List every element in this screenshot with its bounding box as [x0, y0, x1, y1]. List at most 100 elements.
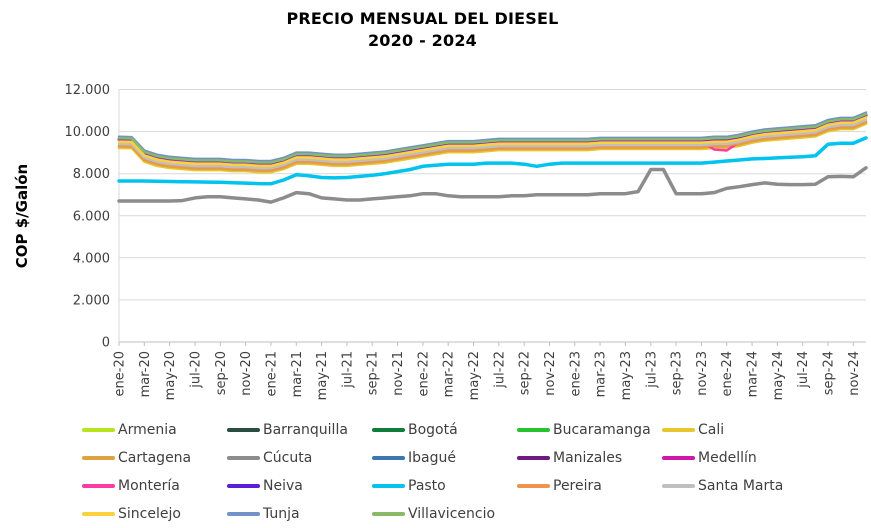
x-tick-label: mar-20	[138, 351, 153, 397]
legend-label-barranquilla: Barranquilla	[263, 422, 348, 438]
series-line-villavicencio	[117, 112, 868, 164]
legend-swatch-pereira	[517, 483, 550, 489]
legend-label-tunja: Tunja	[263, 506, 300, 522]
x-tick-label: sep-20	[214, 351, 229, 395]
legend-label-monteria: Montería	[118, 478, 180, 494]
x-tick-label: mar-22	[442, 351, 457, 397]
legend-item-cartagena: Cartagena	[82, 450, 227, 466]
diesel-price-line-chart: 0 2.000 4.000 6.000 8.000 10.000 12.000 ene-20 m…	[65, 83, 868, 400]
x-tick-label: jul-21	[340, 351, 355, 389]
legend-label-villavicencio: Villavicencio	[408, 506, 496, 522]
legend-label-medellin: Medellín	[698, 450, 757, 466]
legend-swatch-santa-marta	[662, 483, 695, 489]
legend-item-sincelejo: Sincelejo	[82, 506, 227, 522]
x-tick-label: nov-20	[239, 351, 254, 396]
y-tick-label: 4.000	[73, 251, 110, 266]
legend-swatch-bogota	[372, 427, 405, 433]
chart-title-line2: 2020 - 2024	[367, 31, 478, 50]
x-tick-label: jul-23	[644, 351, 659, 389]
legend-item-ibague: Ibagué	[372, 450, 517, 466]
legend-label-bucaramanga: Bucaramanga	[553, 422, 651, 438]
series-line-tunja	[117, 111, 868, 163]
x-tick-label: nov-24	[847, 351, 862, 396]
x-tick-label: ene-20	[113, 351, 128, 396]
y-tick-label: 2.000	[73, 293, 110, 308]
x-tick-label: jul-24	[796, 351, 811, 389]
x-tick-label: ene-21	[264, 351, 279, 396]
chart-title: PRECIO MENSUAL DEL DIESEL 2020 - 2024	[0, 8, 845, 52]
legend-label-neiva: Neiva	[263, 478, 303, 494]
legend-label-pereira: Pereira	[553, 478, 602, 494]
legend-swatch-neiva	[227, 483, 260, 489]
x-tick-label: mar-21	[290, 351, 305, 397]
y-tick-label: 12.000	[65, 83, 111, 98]
legend-item-neiva: Neiva	[227, 478, 372, 494]
legend-label-manizales: Manizales	[553, 450, 623, 466]
legend-label-cartagena: Cartagena	[118, 450, 192, 466]
legend-swatch-sincelejo	[82, 511, 115, 517]
legend-swatch-medellin	[662, 455, 695, 461]
legend-swatch-cucuta	[227, 455, 260, 461]
legend-item-bucaramanga: Bucaramanga	[517, 422, 662, 438]
x-tick-label: mar-24	[746, 351, 761, 397]
series-line-cucuta	[117, 166, 868, 204]
x-tick-label: may-22	[467, 351, 482, 400]
legend-item-cali: Cali	[662, 422, 807, 438]
series-line-pereira	[117, 120, 868, 171]
legend-label-sincelejo: Sincelejo	[118, 506, 181, 522]
x-tick-label: nov-23	[695, 351, 710, 396]
chart-title-line1: PRECIO MENSUAL DEL DIESEL	[286, 9, 559, 28]
series-line-cali	[117, 122, 868, 174]
legend-label-cucuta: Cúcuta	[263, 450, 313, 466]
legend-swatch-manizales	[517, 455, 550, 461]
x-tick-label: ene-22	[416, 351, 431, 396]
legend-item-monteria: Montería	[82, 478, 227, 494]
x-tick-label: may-23	[619, 351, 634, 400]
legend-swatch-tunja	[227, 511, 260, 517]
legend-swatch-pasto	[372, 483, 405, 489]
legend-item-manizales: Manizales	[517, 450, 662, 466]
legend-item-armenia: Armenia	[82, 422, 227, 438]
series-line-sincelejo	[117, 116, 868, 168]
legend-item-bogota: Bogotá	[372, 422, 517, 438]
legend-swatch-cali	[662, 427, 695, 433]
x-tick-label: ene-23	[568, 351, 583, 396]
legend-item-santa-marta: Santa Marta	[662, 478, 807, 494]
legend-swatch-bucaramanga	[517, 427, 550, 433]
legend-swatch-ibague	[372, 455, 405, 461]
legend-swatch-barranquilla	[227, 427, 260, 433]
legend-label-armenia: Armenia	[118, 422, 177, 438]
y-tick-label: 10.000	[65, 125, 111, 140]
legend-item-tunja: Tunja	[227, 506, 372, 522]
legend-item-pereira: Pereira	[517, 478, 662, 494]
legend-label-bogota: Bogotá	[408, 422, 458, 438]
legend-swatch-villavicencio	[372, 511, 405, 517]
x-tick-label: jul-20	[189, 351, 204, 389]
x-tick-label: mar-23	[594, 351, 609, 397]
series-line-santa-marta	[117, 118, 868, 170]
legend-swatch-cartagena	[82, 455, 115, 461]
x-tick-label: may-20	[163, 351, 178, 400]
legend-label-pasto: Pasto	[408, 478, 446, 494]
legend-item-barranquilla: Barranquilla	[227, 422, 372, 438]
x-tick-label: jul-22	[492, 351, 507, 389]
chart-legend: Armenia Barranquilla Bogotá Bucaramanga Cali…	[82, 416, 842, 528]
legend-item-pasto: Pasto	[372, 478, 517, 494]
legend-item-cucuta: Cúcuta	[227, 450, 372, 466]
x-tick-label: may-24	[771, 351, 786, 400]
x-tick-label: ene-24	[720, 351, 735, 396]
x-tick-label: sep-21	[366, 351, 381, 395]
x-tick-label: may-21	[315, 351, 330, 400]
legend-item-medellin: Medellín	[662, 450, 807, 466]
legend-item-villavicencio: Villavicencio	[372, 506, 517, 522]
legend-label-santa-marta: Santa Marta	[698, 478, 784, 494]
x-tick-label: nov-22	[543, 351, 558, 396]
y-tick-label: 0	[102, 336, 110, 351]
x-tick-label: sep-22	[518, 351, 533, 395]
legend-label-ibague: Ibagué	[408, 450, 456, 466]
x-tick-label: sep-23	[670, 351, 685, 395]
legend-swatch-armenia	[82, 427, 115, 433]
x-tick-label: nov-21	[391, 351, 406, 396]
y-tick-label: 8.000	[73, 167, 110, 182]
x-tick-label: sep-24	[822, 351, 837, 395]
